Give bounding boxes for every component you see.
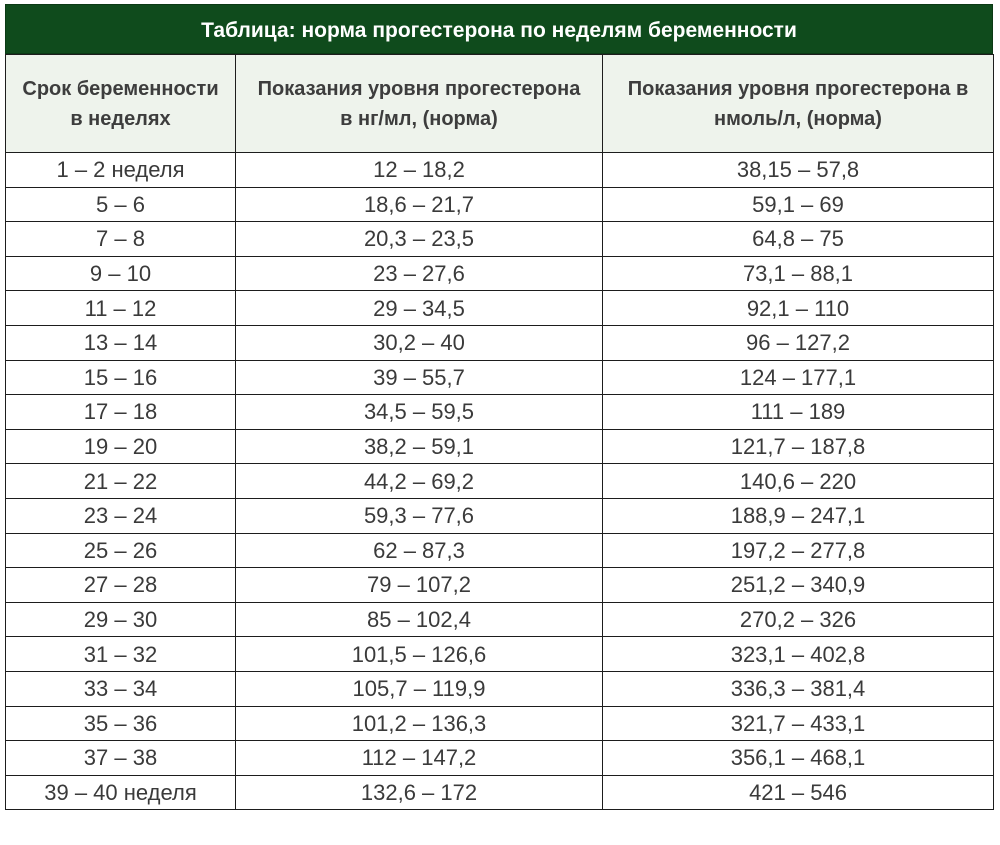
cell-ng-ml: 18,6 – 21,7 — [235, 186, 603, 223]
cell-nmol-l: 140,6 – 220 — [602, 463, 994, 499]
cell-ng-ml: 12 – 18,2 — [235, 152, 603, 188]
table-row: 19 – 20 38,2 – 59,1 121,7 – 187,8 — [5, 428, 994, 465]
cell-nmol-l: 251,2 – 340,9 — [602, 567, 994, 603]
table-row: 29 – 30 85 – 102,4 270,2 – 326 — [5, 601, 994, 638]
table-row: 13 – 14 30,2 – 40 96 – 127,2 — [5, 324, 994, 361]
cell-week: 11 – 12 — [5, 290, 236, 326]
header-ng-ml: Показания уровня прогестерона в нг/мл, (… — [235, 54, 603, 153]
cell-week: 7 – 8 — [5, 221, 236, 257]
cell-ng-ml: 30,2 – 40 — [235, 324, 603, 361]
cell-week: 39 – 40 неделя — [5, 774, 236, 811]
cell-nmol-l: 321,7 – 433,1 — [602, 705, 994, 742]
cell-nmol-l: 197,2 – 277,8 — [602, 532, 994, 569]
header-week: Срок беременности в неделях — [5, 54, 236, 153]
cell-week: 17 – 18 — [5, 394, 236, 430]
header-ng-ml-label: Показания уровня прогестерона в нг/мл, (… — [257, 77, 581, 130]
cell-nmol-l: 111 – 189 — [602, 394, 994, 430]
cell-ng-ml: 44,2 – 69,2 — [235, 463, 603, 499]
cell-ng-ml: 62 – 87,3 — [235, 532, 603, 569]
cell-week: 19 – 20 — [5, 428, 236, 465]
table-row: 5 – 6 18,6 – 21,7 59,1 – 69 — [5, 186, 994, 223]
cell-week: 33 – 34 — [5, 670, 236, 707]
table-row: 21 – 22 44,2 – 69,2 140,6 – 220 — [5, 463, 994, 499]
cell-nmol-l: 92,1 – 110 — [602, 290, 994, 326]
header-week-label: Срок беременности в неделях — [22, 77, 219, 130]
cell-nmol-l: 356,1 – 468,1 — [602, 740, 994, 776]
cell-ng-ml: 112 – 147,2 — [235, 740, 603, 776]
cell-week: 31 – 32 — [5, 636, 236, 672]
cell-week: 5 – 6 — [5, 186, 236, 223]
cell-nmol-l: 59,1 – 69 — [602, 186, 994, 223]
cell-nmol-l: 421 – 546 — [602, 774, 994, 811]
table-title: Таблица: норма прогестерона по неделям б… — [5, 4, 993, 54]
cell-week: 21 – 22 — [5, 463, 236, 499]
table-row: 31 – 32 101,5 – 126,6 323,1 – 402,8 — [5, 636, 994, 672]
cell-week: 1 – 2 неделя — [5, 152, 236, 188]
cell-week: 29 – 30 — [5, 601, 236, 638]
cell-nmol-l: 270,2 – 326 — [602, 601, 994, 638]
cell-ng-ml: 101,2 – 136,3 — [235, 705, 603, 742]
table-row: 11 – 12 29 – 34,5 92,1 – 110 — [5, 290, 994, 326]
cell-week: 35 – 36 — [5, 705, 236, 742]
cell-nmol-l: 121,7 – 187,8 — [602, 428, 994, 465]
progesterone-table-container: Таблица: норма прогестерона по неделям б… — [5, 4, 994, 811]
cell-nmol-l: 64,8 – 75 — [602, 221, 994, 257]
table-row: 35 – 36 101,2 – 136,3 321,7 – 433,1 — [5, 705, 994, 742]
cell-week: 25 – 26 — [5, 532, 236, 569]
table-row: 37 – 38 112 – 147,2 356,1 – 468,1 — [5, 740, 994, 776]
cell-ng-ml: 59,3 – 77,6 — [235, 497, 603, 534]
table-row: 1 – 2 неделя 12 – 18,2 38,15 – 57,8 — [5, 152, 994, 188]
cell-nmol-l: 73,1 – 88,1 — [602, 255, 994, 292]
cell-ng-ml: 85 – 102,4 — [235, 601, 603, 638]
cell-week: 37 – 38 — [5, 740, 236, 776]
cell-ng-ml: 29 – 34,5 — [235, 290, 603, 326]
cell-nmol-l: 124 – 177,1 — [602, 359, 994, 396]
cell-ng-ml: 38,2 – 59,1 — [235, 428, 603, 465]
cell-ng-ml: 39 – 55,7 — [235, 359, 603, 396]
header-nmol-l-label: Показания уровня прогестерона в нмоль/л,… — [627, 77, 969, 130]
table-body: 1 – 2 неделя 12 – 18,2 38,15 – 57,8 5 – 6 18… — [5, 152, 994, 811]
cell-ng-ml: 79 – 107,2 — [235, 567, 603, 603]
header-row: Срок беременности в неделях Показания ур… — [5, 54, 994, 153]
table-row: 33 – 34 105,7 – 119,9 336,3 – 381,4 — [5, 670, 994, 707]
table-row: 27 – 28 79 – 107,2 251,2 – 340,9 — [5, 567, 994, 603]
table-row: 23 – 24 59,3 – 77,6 188,9 – 247,1 — [5, 497, 994, 534]
cell-nmol-l: 323,1 – 402,8 — [602, 636, 994, 672]
cell-ng-ml: 34,5 – 59,5 — [235, 394, 603, 430]
table-row: 9 – 10 23 – 27,6 73,1 – 88,1 — [5, 255, 994, 292]
cell-ng-ml: 132,6 – 172 — [235, 774, 603, 811]
cell-ng-ml: 20,3 – 23,5 — [235, 221, 603, 257]
progesterone-table: Срок беременности в неделях Показания ур… — [5, 54, 994, 811]
cell-week: 27 – 28 — [5, 567, 236, 603]
cell-nmol-l: 96 – 127,2 — [602, 324, 994, 361]
cell-nmol-l: 188,9 – 247,1 — [602, 497, 994, 534]
cell-ng-ml: 101,5 – 126,6 — [235, 636, 603, 672]
cell-week: 13 – 14 — [5, 324, 236, 361]
table-row: 7 – 8 20,3 – 23,5 64,8 – 75 — [5, 221, 994, 257]
cell-nmol-l: 38,15 – 57,8 — [602, 152, 994, 188]
cell-week: 15 – 16 — [5, 359, 236, 396]
table-row: 25 – 26 62 – 87,3 197,2 – 277,8 — [5, 532, 994, 569]
cell-ng-ml: 23 – 27,6 — [235, 255, 603, 292]
cell-week: 23 – 24 — [5, 497, 236, 534]
table-header: Срок беременности в неделях Показания ур… — [5, 54, 994, 153]
table-row: 39 – 40 неделя 132,6 – 172 421 – 546 — [5, 774, 994, 811]
table-row: 15 – 16 39 – 55,7 124 – 177,1 — [5, 359, 994, 396]
table-row: 17 – 18 34,5 – 59,5 111 – 189 — [5, 394, 994, 430]
cell-week: 9 – 10 — [5, 255, 236, 292]
header-nmol-l: Показания уровня прогестерона в нмоль/л,… — [602, 54, 994, 153]
cell-nmol-l: 336,3 – 381,4 — [602, 670, 994, 707]
cell-ng-ml: 105,7 – 119,9 — [235, 670, 603, 707]
